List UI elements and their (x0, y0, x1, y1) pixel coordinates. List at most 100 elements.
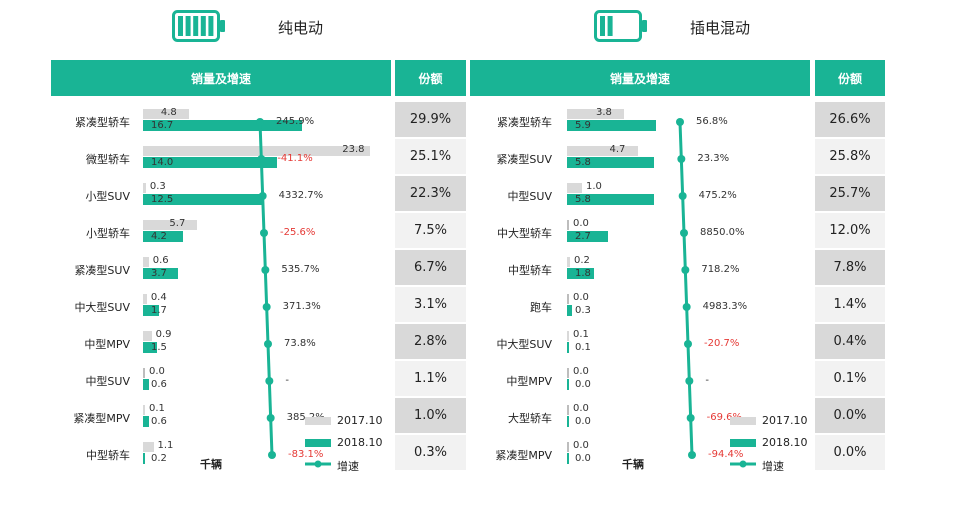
bev-growth-point (256, 118, 264, 126)
bev-value-2018: 3.7 (151, 268, 167, 279)
phev-bar-2018 (567, 194, 654, 205)
battery-tip (642, 20, 647, 32)
battery-body (594, 10, 642, 42)
bev-bar-2017 (143, 220, 198, 230)
bev-growth-point (258, 192, 267, 200)
bev-legend-growth-dot (314, 460, 322, 468)
bev-growth-label: -41.1% (277, 153, 313, 164)
bev-value-2018: 0.6 (151, 416, 167, 427)
phev-bar-2017 (567, 183, 582, 193)
phev-bar-2018 (567, 379, 569, 390)
phev-share-cell: 0.0% (815, 398, 885, 433)
bev-growth-label: - (285, 375, 289, 386)
battery-cell (200, 16, 206, 36)
phev-value-2017: 0.0 (573, 292, 589, 303)
bev-legend-2018-swatch (305, 439, 331, 447)
phev-value-2018: 1.8 (575, 268, 591, 279)
bev-bar-2018 (143, 120, 303, 131)
phev-share-cell: 0.4% (815, 324, 885, 359)
bev-growth-label: -25.6% (280, 227, 316, 238)
bev-value-2017: 0.3 (149, 181, 166, 192)
bev-growth-label: 4332.7% (278, 190, 324, 201)
battery-cell (208, 16, 214, 36)
phev-growth-label: 23.3% (697, 153, 730, 164)
phev-legend-2018-swatch (730, 439, 756, 447)
phev-growth-point (684, 340, 692, 348)
phev-growth-line (678, 121, 694, 456)
bev-bar-2017 (143, 405, 145, 415)
phev-growth-label: 56.8% (696, 116, 728, 127)
phev-category-label: 跑车 (530, 301, 552, 314)
bev-sales-header: 销量及增速 (51, 60, 391, 96)
phev-category-label: 中型MPV (506, 375, 552, 388)
phev-growth-point (677, 155, 686, 163)
bev-value-2017: 23.8 (342, 144, 365, 155)
phev-share-cell: 0.0% (815, 435, 885, 470)
bev-category-label: 中大型SUV (74, 301, 130, 314)
bev-share-cell: 3.1% (395, 287, 466, 322)
bev-growth-label: 73.8% (284, 338, 316, 349)
phev-bar-2018 (567, 305, 572, 316)
phev-bar-2017 (567, 442, 569, 452)
phev-growth-point (676, 118, 684, 126)
battery-cell (607, 16, 613, 36)
bev-value-2018: 1.7 (151, 305, 167, 316)
bev-value-2017: 0.9 (155, 329, 172, 340)
bev-bar-2017 (143, 368, 145, 378)
phev-share-cell: 25.7% (815, 176, 885, 211)
bev-bar-2018 (143, 342, 158, 353)
phev-value-2017: 0.2 (574, 255, 590, 266)
bev-bar-2018 (143, 305, 160, 316)
phev-value-2017: 0.0 (573, 218, 589, 229)
bev-value-2017: 5.7 (169, 218, 186, 229)
phev-share-cell: 1.4% (815, 287, 885, 322)
phev-bar-2018 (567, 453, 569, 464)
phev-value-2018: 0.1 (575, 342, 591, 353)
phev-bar-2017 (567, 405, 569, 415)
bev-bar-2017 (143, 146, 371, 156)
bev-share-header: 份额 (395, 60, 466, 96)
bev-category-label: 紧凑型SUV (74, 264, 130, 277)
bev-value-2018: 12.5 (151, 194, 174, 205)
bev-value-2017: 0.4 (150, 292, 167, 303)
bev-value-2017: 0.0 (149, 366, 165, 377)
phev-bar-2018 (567, 342, 569, 353)
phev-growth-label: -20.7% (704, 338, 740, 349)
phev-legend-2018: 2018.10 (762, 436, 808, 449)
bev-value-2018: 14.0 (151, 157, 174, 168)
phev-panel-title: 插电混动 (690, 19, 751, 37)
bev-bar-2017 (143, 331, 152, 341)
phev-growth-point (678, 192, 687, 200)
phev-share-cell: 7.8% (815, 250, 885, 285)
phev-bar-2017 (567, 368, 569, 378)
bev-unit-label: 千辆 (200, 458, 222, 471)
bev-bar-2018 (143, 453, 145, 464)
bev-value-2018: 1.5 (151, 342, 167, 353)
phev-growth-label: 475.2% (698, 190, 737, 201)
bev-share-cell: 6.7% (395, 250, 466, 285)
bev-share-cell: 1.1% (395, 361, 466, 396)
battery-cell (600, 16, 605, 36)
phev-growth-point (681, 266, 690, 274)
phev-growth-label: -69.6% (706, 412, 743, 423)
phev-growth-point (685, 377, 694, 385)
phev-growth-label: 4983.3% (702, 301, 748, 312)
battery-cell (178, 16, 183, 36)
phev-value-2017: 0.1 (573, 329, 589, 340)
bev-growth-label: 371.3% (282, 301, 321, 312)
phev-bar-2018 (567, 157, 654, 168)
bev-value-2018: 0.2 (151, 453, 167, 464)
bev-bar-2017 (143, 183, 146, 193)
phev-bar-2017 (567, 146, 638, 156)
phev-category-label: 紧凑型轿车 (497, 116, 552, 129)
bev-bar-2017 (143, 257, 149, 267)
bev-growth-label: -83.1% (288, 449, 324, 460)
phev-bar-2017 (567, 331, 569, 341)
bev-bar-2018 (143, 231, 184, 242)
bev-category-label: 小型轿车 (86, 227, 130, 240)
phev-value-2017: 3.8 (596, 107, 612, 118)
bev-panel-title: 纯电动 (278, 19, 324, 37)
phev-bar-2018 (567, 231, 608, 242)
